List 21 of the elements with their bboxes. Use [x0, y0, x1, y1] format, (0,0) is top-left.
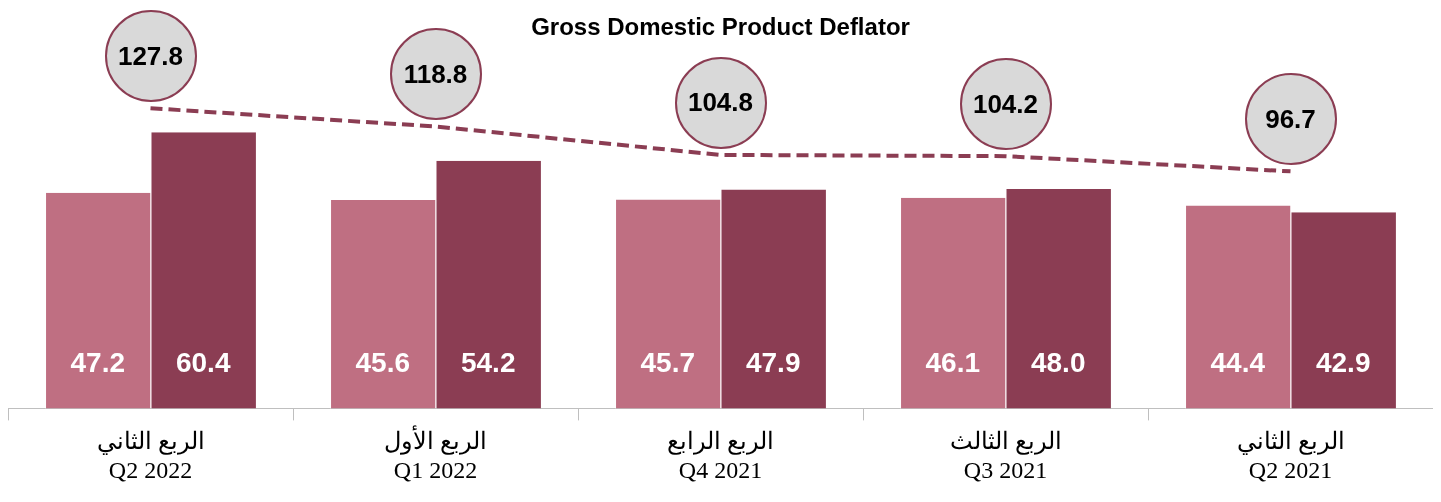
- data-label: 104.8: [687, 87, 754, 119]
- data-label: 45.6: [355, 347, 411, 379]
- data-label: 60.4: [175, 347, 231, 379]
- data-label: 127.8: [117, 40, 184, 72]
- circle-badge: 96.7: [1244, 73, 1337, 166]
- data-label: 96.7: [1265, 103, 1316, 135]
- data-label: 118.8: [403, 58, 468, 90]
- data-label: 44.4: [1210, 347, 1266, 379]
- chart-title: Gross Domestic Product Deflator: [531, 13, 910, 41]
- circle-badge: 118.8: [389, 28, 482, 121]
- circle-badge: 104.8: [674, 56, 767, 149]
- data-label: 42.9: [1315, 347, 1371, 379]
- circle-badge: 104.2: [959, 58, 1052, 151]
- circle-badge: 127.8: [104, 10, 197, 103]
- data-label: 45.7: [640, 347, 696, 379]
- data-label: 47.2: [70, 347, 126, 379]
- data-label: 47.9: [745, 347, 801, 379]
- data-label: 48.0: [1030, 347, 1086, 379]
- data-label: 46.1: [925, 347, 981, 379]
- data-label: 54.2: [460, 347, 516, 379]
- data-label: 104.2: [972, 88, 1039, 120]
